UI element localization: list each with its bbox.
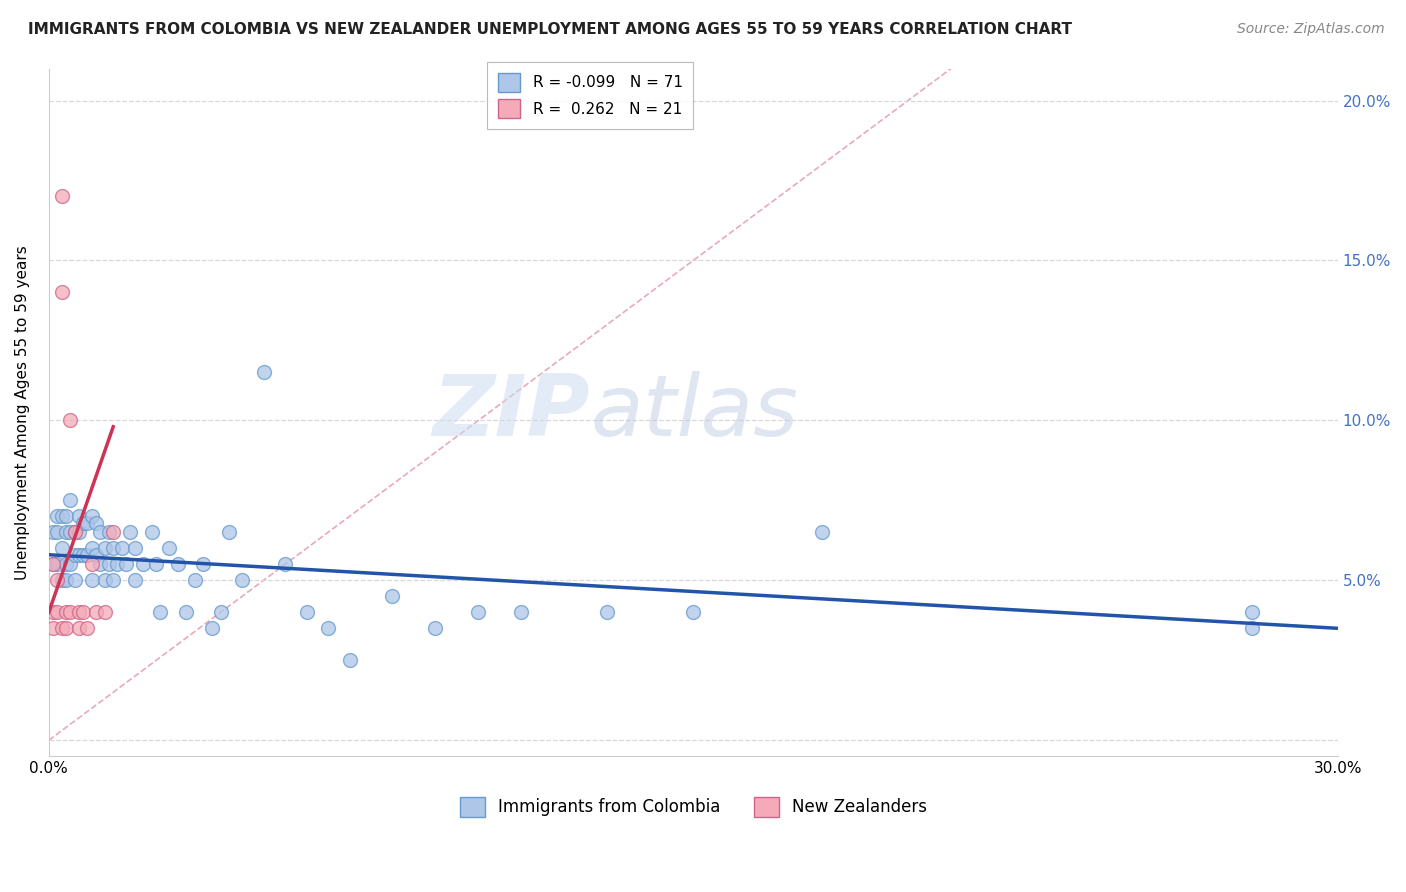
Point	[80, 574, 103, 588]
Point	[55, 558, 77, 572]
Point	[124, 541, 146, 556]
Text: ZIP: ZIP	[433, 371, 591, 454]
Point	[1240, 621, 1263, 635]
Point	[51, 285, 73, 300]
Point	[76, 621, 98, 635]
Point	[316, 621, 339, 635]
Point	[59, 413, 82, 427]
Point	[84, 516, 107, 530]
Point	[67, 509, 90, 524]
Point	[55, 621, 77, 635]
Legend: Immigrants from Colombia, New Zealanders: Immigrants from Colombia, New Zealanders	[453, 790, 934, 823]
Point	[55, 574, 77, 588]
Point	[132, 558, 155, 572]
Point	[103, 541, 125, 556]
Point	[111, 541, 134, 556]
Point	[231, 574, 253, 588]
Point	[467, 605, 489, 619]
Point	[124, 574, 146, 588]
Point	[97, 525, 120, 540]
Text: Source: ZipAtlas.com: Source: ZipAtlas.com	[1237, 22, 1385, 37]
Point	[252, 365, 274, 379]
Point	[201, 621, 224, 635]
Point	[67, 621, 90, 635]
Point	[157, 541, 180, 556]
Point	[93, 605, 115, 619]
Point	[67, 548, 90, 562]
Point	[42, 621, 65, 635]
Point	[59, 493, 82, 508]
Y-axis label: Unemployment Among Ages 55 to 59 years: Unemployment Among Ages 55 to 59 years	[15, 245, 30, 580]
Point	[63, 525, 86, 540]
Point	[42, 558, 65, 572]
Point	[339, 653, 361, 667]
Point	[46, 558, 69, 572]
Point	[149, 605, 172, 619]
Point	[141, 525, 163, 540]
Point	[46, 574, 69, 588]
Point	[51, 621, 73, 635]
Point	[89, 558, 111, 572]
Point	[209, 605, 232, 619]
Point	[55, 509, 77, 524]
Point	[51, 509, 73, 524]
Point	[103, 525, 125, 540]
Point	[97, 558, 120, 572]
Point	[80, 541, 103, 556]
Point	[93, 574, 115, 588]
Point	[55, 525, 77, 540]
Point	[67, 605, 90, 619]
Point	[184, 574, 207, 588]
Point	[42, 558, 65, 572]
Text: IMMIGRANTS FROM COLOMBIA VS NEW ZEALANDER UNEMPLOYMENT AMONG AGES 55 TO 59 YEARS: IMMIGRANTS FROM COLOMBIA VS NEW ZEALANDE…	[28, 22, 1073, 37]
Point	[46, 605, 69, 619]
Point	[274, 558, 297, 572]
Point	[72, 605, 94, 619]
Point	[166, 558, 188, 572]
Point	[84, 605, 107, 619]
Point	[59, 525, 82, 540]
Point	[63, 574, 86, 588]
Point	[93, 541, 115, 556]
Point	[59, 558, 82, 572]
Point	[174, 605, 197, 619]
Point	[115, 558, 138, 572]
Point	[51, 189, 73, 203]
Point	[218, 525, 240, 540]
Point	[72, 548, 94, 562]
Point	[55, 605, 77, 619]
Point	[84, 548, 107, 562]
Point	[51, 541, 73, 556]
Point	[80, 509, 103, 524]
Point	[42, 605, 65, 619]
Point	[107, 558, 129, 572]
Point	[193, 558, 215, 572]
Point	[51, 574, 73, 588]
Point	[103, 574, 125, 588]
Point	[425, 621, 447, 635]
Point	[46, 525, 69, 540]
Point	[682, 605, 704, 619]
Point	[295, 605, 318, 619]
Point	[145, 558, 167, 572]
Point	[596, 605, 619, 619]
Point	[120, 525, 142, 540]
Point	[42, 525, 65, 540]
Point	[72, 516, 94, 530]
Point	[510, 605, 533, 619]
Point	[1240, 605, 1263, 619]
Point	[811, 525, 834, 540]
Point	[46, 509, 69, 524]
Point	[76, 548, 98, 562]
Point	[59, 605, 82, 619]
Point	[89, 525, 111, 540]
Text: atlas: atlas	[591, 371, 799, 454]
Point	[381, 590, 404, 604]
Point	[63, 525, 86, 540]
Point	[76, 516, 98, 530]
Point	[80, 558, 103, 572]
Point	[63, 548, 86, 562]
Point	[67, 525, 90, 540]
